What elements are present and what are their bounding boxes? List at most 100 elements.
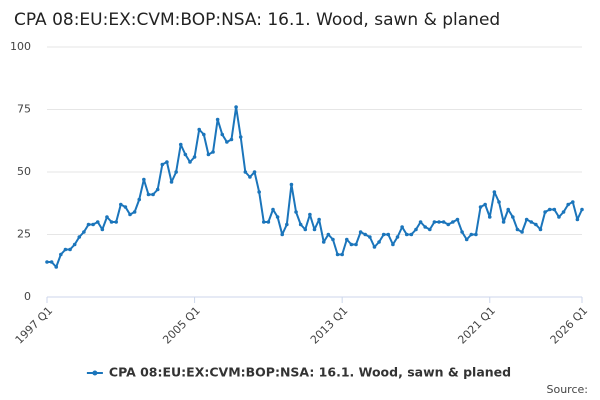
point: [529, 220, 534, 224]
point: [570, 200, 575, 204]
point: [515, 227, 520, 232]
point: [178, 142, 183, 147]
point: [575, 217, 580, 222]
point: [400, 225, 404, 229]
point: [118, 202, 123, 207]
point: [455, 217, 460, 222]
point: [414, 227, 418, 232]
y-tick-label: 75: [17, 103, 31, 116]
point: [344, 237, 349, 242]
point: [192, 155, 197, 159]
point: [381, 232, 386, 237]
point: [492, 190, 497, 194]
y-tick-label: 25: [17, 228, 31, 241]
point: [404, 232, 409, 237]
point: [331, 237, 335, 242]
point: [451, 220, 455, 224]
point: [243, 170, 248, 174]
point: [474, 232, 478, 237]
point: [229, 137, 234, 142]
point: [552, 207, 557, 212]
point: [566, 202, 570, 207]
point: [206, 152, 211, 157]
point: [252, 170, 257, 174]
x-tick-label: 2005 Q1: [160, 304, 203, 347]
point: [487, 215, 492, 219]
point: [511, 215, 515, 219]
point: [238, 135, 243, 139]
point: [266, 220, 271, 224]
point: [220, 132, 225, 137]
point: [524, 217, 529, 222]
point: [211, 150, 215, 154]
point: [280, 232, 285, 237]
point: [160, 162, 165, 167]
point: [248, 175, 252, 179]
y-tick-label: 50: [17, 165, 31, 178]
point: [123, 205, 128, 209]
point: [54, 265, 59, 269]
point: [368, 235, 372, 239]
point: [335, 252, 340, 257]
source: Source:: [547, 383, 589, 396]
point: [460, 230, 464, 234]
point: [271, 207, 275, 212]
point: [183, 152, 188, 157]
chart-title: CPA 08:EU:EX:CVM:BOP:NSA: 16.1. Wood, sa…: [14, 10, 500, 30]
point: [155, 187, 160, 192]
point: [469, 232, 474, 237]
point: [358, 230, 363, 234]
point: [225, 140, 229, 144]
point: [501, 220, 506, 224]
point: [105, 215, 109, 219]
point: [298, 222, 303, 227]
x-tick-label: 2013 Q1: [308, 304, 351, 347]
point: [372, 245, 377, 249]
point: [395, 235, 400, 239]
point: [285, 222, 289, 227]
point: [303, 227, 308, 232]
point: [49, 260, 54, 264]
point: [215, 117, 220, 122]
point: [165, 160, 169, 164]
point: [100, 227, 105, 232]
point: [377, 240, 381, 244]
point: [294, 210, 298, 214]
x-tick-label: 2021 Q1: [455, 304, 498, 347]
point: [142, 177, 146, 182]
point: [441, 220, 446, 224]
point: [86, 222, 91, 227]
point: [169, 180, 174, 184]
point: [188, 160, 192, 164]
point: [82, 230, 86, 234]
x-tick-label: 2026 Q1: [548, 304, 591, 347]
point: [506, 207, 511, 212]
point: [446, 222, 451, 227]
point: [437, 220, 441, 224]
x-tick-label: 1997 Q1: [13, 304, 56, 347]
point: [547, 207, 552, 212]
point: [464, 237, 469, 242]
point: [497, 200, 501, 204]
point: [483, 202, 487, 207]
point: [363, 232, 368, 237]
point: [312, 227, 317, 232]
point: [77, 235, 82, 239]
point: [114, 220, 118, 224]
y-tick-label: 100: [10, 40, 31, 53]
series-line: [47, 106, 583, 268]
point: [340, 252, 344, 257]
point: [202, 132, 206, 137]
point: [137, 197, 142, 202]
point: [543, 210, 547, 214]
point: [423, 225, 427, 229]
point: [289, 182, 294, 187]
point: [197, 127, 201, 132]
point: [349, 242, 354, 247]
point: [580, 207, 584, 212]
point: [174, 170, 178, 174]
point: [275, 215, 280, 219]
y-tick-label: 0: [24, 290, 31, 303]
